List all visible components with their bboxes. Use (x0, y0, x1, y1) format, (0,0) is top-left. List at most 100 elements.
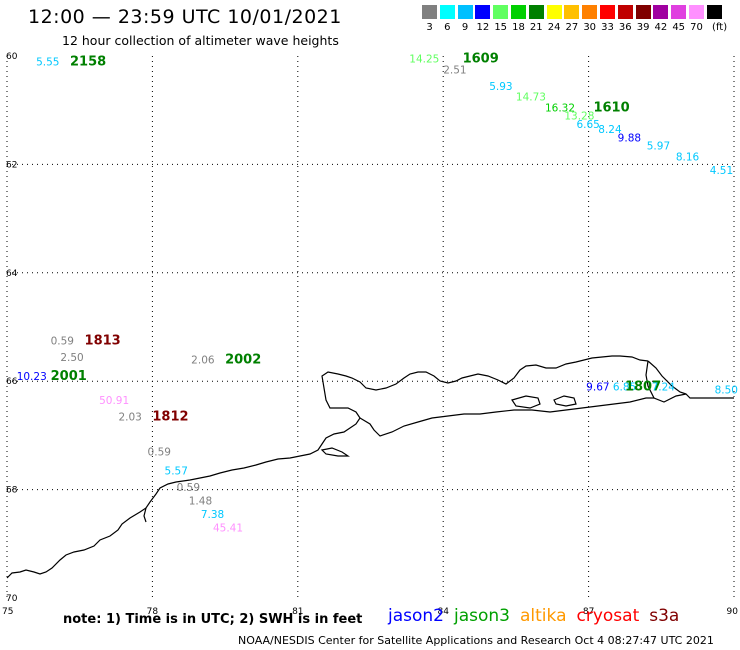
legend-altika: altika (520, 606, 567, 626)
legend-jason2: jason2 (388, 606, 444, 626)
scale-swatch (653, 5, 669, 19)
longitude-label: 81 (292, 607, 303, 617)
longitude-label: 87 (583, 607, 594, 617)
wave-height-label: 2.51 (443, 65, 466, 77)
scale-swatch (706, 5, 722, 19)
scale-swatch (511, 5, 526, 19)
scale-label: 21 (529, 22, 543, 33)
longitude-label: 78 (147, 607, 159, 617)
scale-unit-label: (ft) (712, 22, 728, 33)
wave-height-label: 5.97 (647, 140, 670, 152)
scale-swatch (671, 5, 687, 19)
wave-height-label: 9.67 (586, 382, 609, 394)
scale-swatch (546, 5, 562, 19)
legend-s3a: s3a (649, 606, 680, 626)
map-grid (7, 56, 734, 598)
wave-height-label: 5.57 (165, 466, 188, 478)
wave-height-label: 6.85 (613, 382, 636, 394)
scale-swatch (439, 5, 455, 19)
observation-time-label: 2002 (225, 353, 261, 368)
observation-time-label: 1610 (593, 100, 629, 115)
wave-height-label: 8.50 (715, 384, 738, 396)
latitude-label: 60 (6, 52, 18, 62)
observation-time-label: 2001 (51, 369, 87, 384)
page-title: 12:00 — 23:59 UTC 10/01/2021 (28, 6, 342, 28)
wave-height-label: 7.24 (652, 382, 676, 394)
legend-jason3: jason3 (454, 606, 510, 626)
latitude-label: 70 (6, 594, 18, 604)
scale-swatch (600, 5, 615, 19)
longitude-label: 75 (2, 607, 13, 617)
map-frame (6, 56, 735, 598)
footer-note: note: 1) Time is in UTC; 2) SWH is in fe… (63, 612, 363, 627)
legend-cryosat: cryosat (576, 606, 640, 626)
scale-label: 45 (672, 22, 686, 33)
wave-height-label: 14.73 (516, 92, 546, 104)
observation-time-label: 1813 (85, 334, 121, 349)
observation-time-label: 1812 (152, 409, 188, 424)
wave-height-label: 5.93 (489, 81, 512, 93)
wave-height-label: 1.48 (189, 495, 212, 507)
scale-swatch (457, 5, 473, 19)
scale-label: 70 (690, 22, 703, 33)
wave-height-label: 8.24 (598, 124, 622, 136)
page-subtitle: 12 hour collection of altimeter wave hei… (62, 33, 339, 48)
scale-swatch (617, 5, 633, 19)
satellite-legend: jason2 jason3 altika cryosat s3a (388, 606, 689, 626)
wave-height-label: 7.38 (201, 509, 224, 521)
observation-time-label: 1609 (463, 52, 499, 67)
wave-height-label: 5.55 (36, 56, 59, 68)
scale-label: 24 (547, 22, 561, 33)
latitude-tick-labels: 60 62 64 66 68 70 (6, 52, 18, 604)
scale-label: 33 (601, 22, 614, 33)
scale-label: 12 (476, 22, 490, 33)
wave-height-label: 14.25 (409, 54, 439, 66)
scale-swatch (582, 5, 598, 19)
longitude-tick-labels: 75 78 81 84 87 90 (2, 607, 738, 617)
wave-height-label: 2.06 (191, 355, 215, 367)
wave-height-label: 4.51 (710, 165, 733, 177)
scale-label: 9 (461, 22, 469, 33)
scale-label: 3 (426, 22, 433, 33)
scale-swatch (528, 5, 544, 19)
latitude-label: 66 (6, 377, 18, 387)
scale-swatch (635, 5, 651, 19)
wave-height-label: 8.16 (676, 151, 700, 163)
wave-height-label: 13.28 (564, 111, 594, 123)
longitude-label: 84 (437, 607, 449, 617)
scale-swatch (422, 5, 437, 19)
wave-height-label: 45.41 (213, 523, 243, 535)
scale-label: 6 (444, 22, 451, 33)
wave-height-label: 2.50 (60, 352, 83, 364)
observation-time-label: 1807 (625, 380, 661, 395)
scale-label: 36 (618, 22, 632, 33)
scale-label: 27 (565, 22, 579, 33)
latitude-label: 64 (6, 269, 18, 279)
wave-height-label: 0.59 (51, 336, 74, 348)
wave-height-label: 6.65 (576, 119, 599, 131)
scale-swatch (493, 5, 509, 19)
scale-swatch (564, 5, 580, 19)
wave-height-label: 9.88 (618, 132, 641, 144)
scale-label: 30 (583, 22, 597, 33)
wave-height-label: 10.23 (17, 371, 47, 383)
credit-line: NOAA/NESDIS Center for Satellite Applica… (238, 634, 714, 647)
latitude-label: 68 (6, 486, 18, 496)
scale-label: 18 (512, 22, 525, 33)
scale-swatch (475, 5, 491, 19)
scale-label: 42 (654, 22, 668, 33)
latitude-label: 62 (6, 160, 17, 170)
observation-time-label: 2158 (70, 54, 106, 69)
wave-height-label: 16.32 (545, 102, 575, 114)
scale-swatch (689, 5, 704, 19)
coastline (6, 355, 734, 579)
scale-label: 15 (494, 22, 508, 33)
wave-height-label: 0.59 (148, 447, 171, 459)
wave-height-label: 2.03 (118, 411, 141, 423)
wave-height-label: 0.59 (177, 482, 200, 494)
wave-height-label: 50.91 (99, 395, 129, 407)
longitude-label: 90 (727, 607, 739, 617)
scale-label: 39 (636, 22, 650, 33)
